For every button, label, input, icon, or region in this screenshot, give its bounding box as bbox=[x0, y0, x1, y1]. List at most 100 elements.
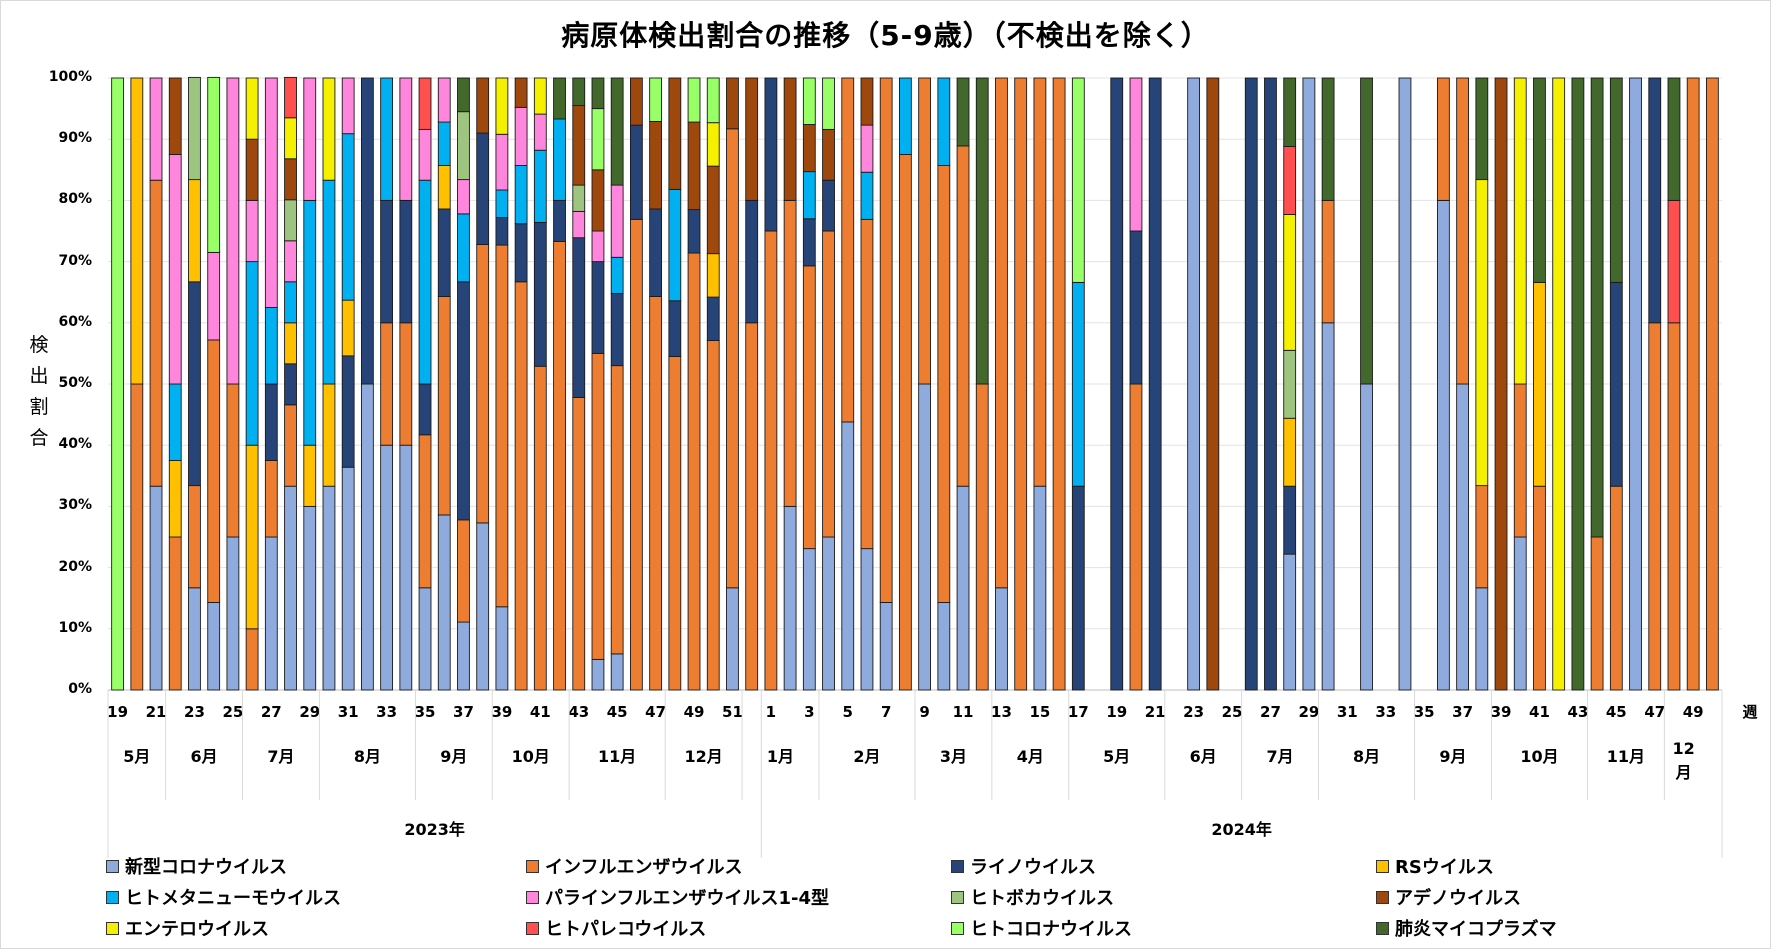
legend-item: エンテロウイルス bbox=[106, 915, 269, 941]
bar-segment bbox=[303, 199, 317, 446]
week-tick-label: 35 bbox=[1414, 703, 1435, 721]
chart-title: 病原体検出割合の推移（5-9歳）（不検出を除く） bbox=[561, 19, 1210, 52]
bar-segment bbox=[418, 179, 432, 385]
bar-segment bbox=[399, 322, 413, 446]
week-tick-label: 41 bbox=[1529, 703, 1550, 721]
bar-segment bbox=[380, 199, 394, 324]
bar-segment bbox=[1283, 349, 1297, 419]
bar-segment bbox=[303, 505, 317, 691]
bar-segment bbox=[802, 265, 816, 550]
bar-segment bbox=[207, 76, 221, 253]
legend-label: エンテロウイルス bbox=[125, 919, 269, 940]
bar-segment bbox=[1513, 77, 1527, 385]
bar-segment bbox=[1590, 77, 1604, 538]
week-tick-label: 17 bbox=[1068, 703, 1089, 721]
bar-segment bbox=[476, 77, 490, 134]
bar-segment bbox=[149, 179, 163, 487]
bar-segment bbox=[380, 322, 394, 446]
bar-segment bbox=[514, 165, 528, 225]
legend-label: ヒトコロナウイルス bbox=[970, 919, 1132, 940]
y-tick-label: 100% bbox=[48, 69, 92, 85]
week-tick-label: 21 bbox=[1145, 703, 1166, 721]
month-label: 5月 bbox=[123, 747, 150, 766]
month-label: 11月 bbox=[598, 747, 636, 766]
month-label: 10月 bbox=[512, 747, 550, 766]
legend-label: ヒトボカウイルス bbox=[970, 888, 1114, 909]
bar-segment bbox=[1302, 77, 1316, 691]
month-label: 6月 bbox=[1190, 747, 1217, 766]
bar-segment bbox=[610, 184, 624, 258]
bar-segment bbox=[1129, 383, 1143, 691]
bar-segment bbox=[284, 485, 297, 691]
bar-segment bbox=[533, 113, 547, 151]
bar-segment bbox=[1513, 383, 1527, 538]
bar-segment bbox=[245, 199, 259, 263]
week-tick-label: 43 bbox=[568, 703, 589, 721]
legend-item: アデノウイルス bbox=[1376, 884, 1521, 910]
bar-segment bbox=[168, 383, 182, 461]
legend-swatch bbox=[1376, 890, 1389, 904]
legend-label: ヒトメタニューモウイルス bbox=[125, 888, 341, 909]
y-axis-label-char: 検 bbox=[29, 334, 49, 356]
bar-segment bbox=[437, 208, 451, 297]
month-label: 3月 bbox=[940, 747, 967, 766]
week-tick-label: 33 bbox=[1375, 703, 1396, 721]
week-tick-label: 35 bbox=[415, 703, 436, 721]
month-label: 4月 bbox=[1017, 747, 1044, 766]
x-axis-unit-label: 週 bbox=[1742, 703, 1757, 721]
bar-segment bbox=[572, 237, 586, 398]
bar-segment bbox=[726, 77, 739, 130]
year-label: 2024年 bbox=[1211, 820, 1272, 839]
bar-segment bbox=[533, 149, 547, 223]
bar-segment bbox=[322, 383, 336, 487]
bar-segment bbox=[553, 240, 566, 691]
bar-segment bbox=[1629, 77, 1642, 691]
bar-segment bbox=[380, 444, 394, 691]
bar-segment bbox=[188, 76, 201, 181]
month-label-suffix: 月 bbox=[1675, 763, 1692, 782]
bar-segment bbox=[1033, 485, 1047, 691]
bar-segment bbox=[668, 77, 682, 190]
bar-segment bbox=[918, 77, 932, 385]
week-tick-label: 11 bbox=[953, 703, 974, 721]
bar-segment bbox=[168, 460, 182, 538]
bar-segment bbox=[399, 199, 413, 324]
month-label: 7月 bbox=[267, 747, 294, 766]
bar-segment bbox=[610, 365, 624, 655]
legend-swatch bbox=[526, 921, 539, 935]
week-tick-label: 25 bbox=[222, 703, 243, 721]
bar-segment bbox=[764, 77, 778, 232]
bar-segment bbox=[745, 199, 759, 324]
bar-segment bbox=[553, 199, 566, 242]
bar-segment bbox=[1609, 485, 1623, 691]
bar-segment bbox=[1648, 322, 1662, 691]
bar-segment bbox=[995, 77, 1008, 589]
week-tick-label: 51 bbox=[722, 703, 743, 721]
bar-segment bbox=[706, 122, 720, 167]
legend-swatch bbox=[106, 859, 119, 873]
bar-segment bbox=[207, 339, 221, 603]
bar-segment bbox=[802, 218, 816, 267]
y-tick-label: 20% bbox=[58, 558, 92, 575]
bar-segment bbox=[668, 356, 682, 691]
bar-segment bbox=[1648, 77, 1662, 324]
bar-segment bbox=[1014, 77, 1028, 691]
bar-segment bbox=[687, 209, 701, 254]
bar-segment bbox=[572, 210, 586, 239]
week-tick-label: 31 bbox=[1337, 703, 1358, 721]
legend-swatch bbox=[1376, 859, 1389, 873]
bar-segment bbox=[668, 188, 682, 302]
legend-label: RSウイルス bbox=[1395, 857, 1494, 878]
bar-segment bbox=[1071, 485, 1085, 691]
bar-segment bbox=[591, 352, 605, 660]
bar-segment bbox=[1148, 77, 1162, 691]
month-label: 12 bbox=[1672, 739, 1694, 758]
bar-segment bbox=[783, 199, 797, 507]
bar-segment bbox=[284, 322, 297, 365]
week-tick-label: 23 bbox=[184, 703, 205, 721]
bar-segment bbox=[591, 77, 605, 110]
bar-segment bbox=[1456, 77, 1470, 385]
bar-segment bbox=[649, 296, 663, 691]
bar-segment bbox=[437, 77, 451, 123]
bar-segment bbox=[1609, 281, 1623, 487]
